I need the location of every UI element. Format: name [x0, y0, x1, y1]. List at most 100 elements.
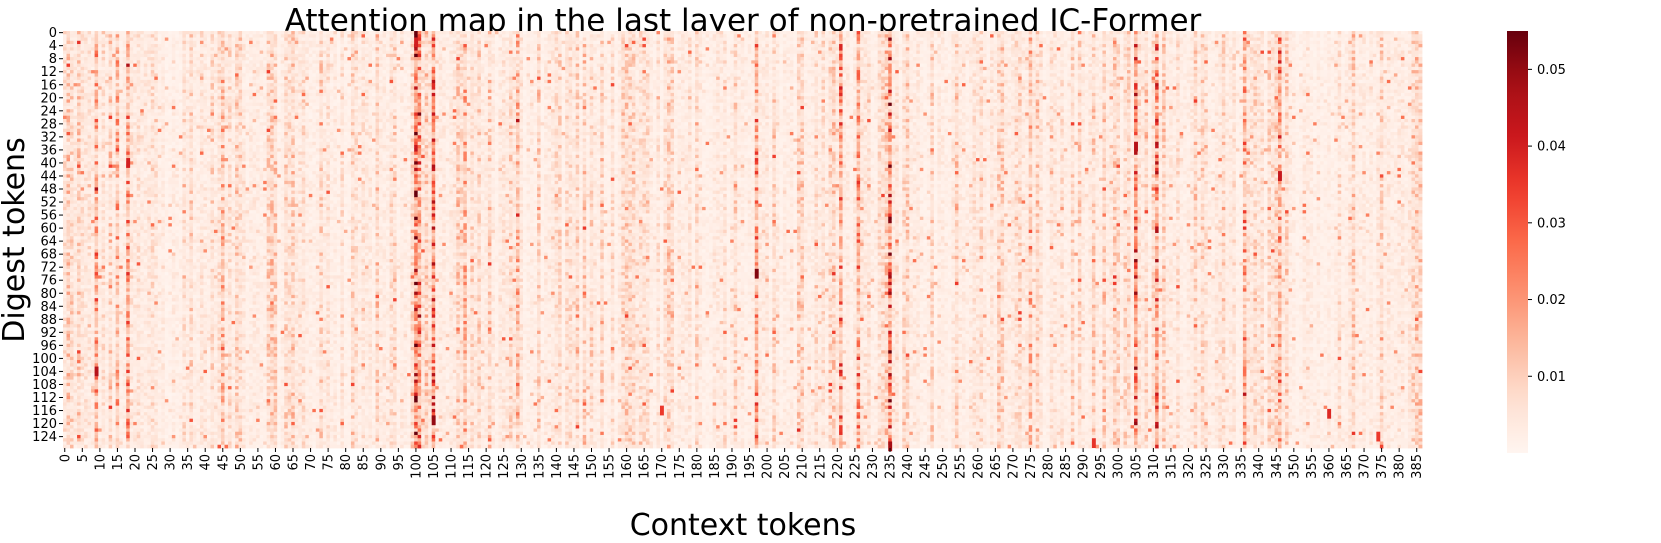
heatmap-cell	[88, 60, 92, 64]
heatmap-cell	[105, 386, 109, 390]
heatmap-cell	[98, 285, 102, 289]
heatmap-cell	[88, 200, 92, 204]
heatmap-cell	[81, 432, 85, 436]
heatmap-cell	[95, 399, 99, 403]
heatmap-cell	[81, 31, 85, 35]
heatmap-cell	[105, 86, 109, 90]
heatmap-cell	[105, 139, 109, 143]
heatmap-cell	[70, 51, 74, 55]
heatmap-cell	[95, 178, 99, 182]
heatmap-cell	[67, 44, 71, 48]
heatmap-cell	[81, 165, 85, 169]
heatmap-cell	[77, 139, 81, 143]
heatmap-cell	[81, 441, 85, 445]
heatmap-cell	[98, 184, 102, 188]
heatmap-cell	[84, 184, 88, 188]
heatmap-cell	[105, 370, 109, 374]
heatmap-cell	[67, 367, 71, 371]
heatmap-cell	[70, 86, 74, 90]
heatmap-cell	[84, 406, 88, 410]
heatmap-cell	[74, 99, 78, 103]
heatmap-cell	[74, 83, 78, 87]
heatmap-cell	[67, 337, 71, 341]
heatmap-cell	[70, 350, 74, 354]
heatmap-cell	[63, 393, 67, 397]
heatmap-cell	[102, 311, 106, 315]
heatmap-cell	[91, 135, 95, 139]
heatmap-cell	[67, 428, 71, 432]
heatmap-cell	[109, 70, 113, 74]
heatmap-cell	[63, 220, 67, 224]
heatmap-cell	[112, 142, 116, 146]
heatmap-cell	[67, 373, 71, 377]
heatmap-cell	[88, 340, 92, 344]
heatmap-cell	[70, 64, 74, 68]
heatmap-cell	[63, 109, 67, 113]
heatmap-cell	[63, 67, 67, 71]
heatmap-cell	[95, 230, 99, 234]
heatmap-cell	[88, 54, 92, 58]
heatmap-cell	[63, 246, 67, 250]
heatmap-cell	[81, 80, 85, 84]
heatmap-cell	[63, 386, 67, 390]
heatmap-cell	[98, 155, 102, 159]
heatmap-cell	[102, 340, 106, 344]
heatmap-cell	[77, 337, 81, 341]
heatmap-cell	[98, 181, 102, 185]
heatmap-cell	[91, 249, 95, 253]
heatmap-cell	[67, 67, 71, 71]
heatmap-cell	[105, 396, 109, 400]
heatmap-cell	[109, 106, 113, 110]
heatmap-cell	[95, 318, 99, 322]
heatmap-cell	[91, 145, 95, 149]
heatmap-cell	[74, 181, 78, 185]
heatmap-cell	[77, 340, 81, 344]
heatmap-cell	[91, 83, 95, 87]
heatmap-cell	[98, 148, 102, 152]
heatmap-cell	[63, 155, 67, 159]
heatmap-cell	[74, 93, 78, 97]
heatmap-cell	[77, 367, 81, 371]
heatmap-cell	[98, 217, 102, 221]
heatmap-cell	[70, 327, 74, 331]
heatmap-cell	[88, 86, 92, 90]
heatmap-cell	[102, 226, 106, 230]
heatmap-cell	[112, 139, 116, 143]
heatmap-cell	[67, 155, 71, 159]
heatmap-cell	[77, 406, 81, 410]
heatmap-cell	[63, 158, 67, 162]
heatmap-cell	[74, 54, 78, 58]
heatmap-cell	[74, 380, 78, 384]
heatmap-cell	[74, 262, 78, 266]
heatmap-cell	[91, 334, 95, 338]
heatmap-cell	[77, 181, 81, 185]
heatmap-cell	[112, 279, 116, 283]
heatmap-cell	[95, 256, 99, 260]
heatmap-cell	[77, 38, 81, 42]
heatmap-cell	[109, 249, 113, 253]
heatmap-cell	[74, 406, 78, 410]
heatmap-cell	[84, 31, 88, 35]
heatmap-cell	[81, 275, 85, 279]
heatmap-cell	[105, 230, 109, 234]
heatmap-cell	[67, 396, 71, 400]
heatmap-cell	[88, 132, 92, 136]
heatmap-cell	[91, 269, 95, 273]
heatmap-cell	[109, 217, 113, 221]
heatmap-cell	[74, 96, 78, 100]
heatmap-cell	[91, 347, 95, 351]
heatmap-cell	[91, 90, 95, 94]
heatmap-cell	[84, 135, 88, 139]
heatmap-cell	[63, 327, 67, 331]
heatmap-cell	[98, 60, 102, 64]
heatmap-cell	[81, 155, 85, 159]
heatmap-cell	[70, 83, 74, 87]
heatmap-cell	[63, 428, 67, 432]
heatmap-cell	[91, 236, 95, 240]
heatmap-cell	[102, 383, 106, 387]
heatmap-cell	[81, 360, 85, 364]
heatmap-cell	[95, 438, 99, 442]
heatmap-cell	[109, 207, 113, 211]
heatmap-cell	[105, 409, 109, 413]
heatmap-cell	[105, 181, 109, 185]
